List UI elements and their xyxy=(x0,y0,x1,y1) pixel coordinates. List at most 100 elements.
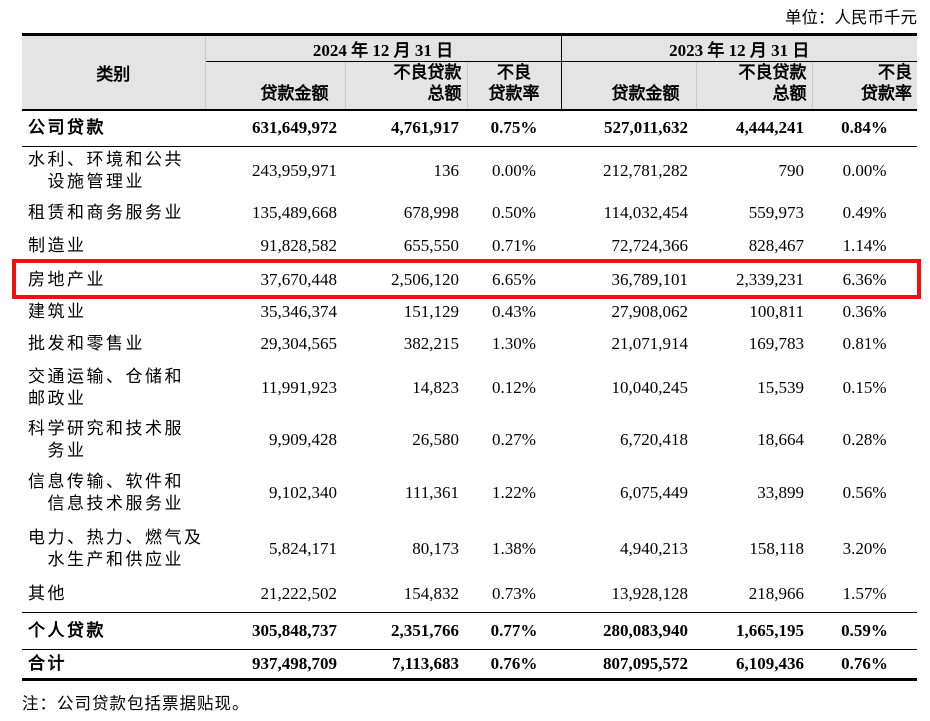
group-header-2024: 2024 年 12 月 31 日 xyxy=(205,34,562,62)
value-cell: 382,215 xyxy=(403,334,459,353)
value-cell: 158,118 xyxy=(749,539,805,558)
category-cell: 建筑业 xyxy=(28,302,87,321)
group-header-2023: 2023 年 12 月 31 日 xyxy=(560,34,918,62)
value-cell: 72,724,366 xyxy=(611,236,689,255)
value-cell: 212,781,282 xyxy=(603,161,689,181)
table-row: 交通运输、仓储和 邮政业 11,991,923 14,823 0.12% 10,040,… xyxy=(22,360,917,415)
value-cell: 2,339,231 xyxy=(736,269,805,289)
table-row: 信息传输、软件和 信息技术服务业 9,102,340 111,361 1.22% 6,0… xyxy=(22,465,917,521)
category-cell: 制造业 xyxy=(28,236,87,255)
value-cell: 11,991,923 xyxy=(261,377,337,397)
value-cell: 0.73% xyxy=(492,584,536,604)
value-cell: 280,083,940 xyxy=(603,620,689,640)
value-cell: 0.71% xyxy=(492,236,536,255)
value-cell: 3.20% xyxy=(842,539,887,558)
value-cell: 6,075,449 xyxy=(620,483,689,502)
table-row: 合计 937,498,709 7,113,683 0.76% 807,095,572 6,… xyxy=(22,649,918,679)
category-cell: 个人贷款 xyxy=(28,620,106,640)
value-cell: 0.36% xyxy=(842,302,887,321)
value-cell: 36,789,101 xyxy=(611,269,689,289)
table-row: 水利、环境和公共 设施管理业 243,959,971 136 0.00% 212,781… xyxy=(22,146,917,196)
value-cell: 13,928,128 xyxy=(611,584,689,604)
footnote: 注：公司贷款包括票据贴现。 xyxy=(22,693,250,713)
header-npl-rate-2024: 不良 贷款率 xyxy=(466,61,562,110)
value-cell: 15,539 xyxy=(757,377,805,397)
value-cell: 0.59% xyxy=(841,620,888,640)
value-cell: 4,444,241 xyxy=(736,118,805,138)
value-cell: 2,351,766 xyxy=(391,620,459,640)
category-cell: 合计 xyxy=(28,653,67,673)
value-cell: 26,580 xyxy=(412,430,459,449)
value-cell: 305,848,737 xyxy=(252,620,337,640)
loan-table: 类别 2024 年 12 月 31 日 2023 年 12 月 31 日 贷款金… xyxy=(22,33,918,681)
value-cell: 29,304,565 xyxy=(260,334,338,353)
table-row: 建筑业 35,346,374 151,129 0.43% 27,908,062 100,8… xyxy=(22,296,917,328)
value-cell: 35,346,374 xyxy=(260,302,338,321)
value-cell: 678,998 xyxy=(403,202,459,222)
value-cell: 0.75% xyxy=(490,118,538,138)
value-cell: 0.50% xyxy=(492,202,536,222)
value-cell: 0.00% xyxy=(492,161,536,181)
value-cell: 33,899 xyxy=(757,483,805,502)
value-cell: 218,966 xyxy=(748,584,805,604)
value-cell: 7,113,683 xyxy=(391,653,459,673)
value-cell: 9,102,340 xyxy=(269,483,337,502)
category-cell: 租赁和商务服务业 xyxy=(28,202,184,222)
value-cell: 136 xyxy=(433,161,460,181)
table-row: 电力、热力、燃气及 水生产和供应业 5,824,171 80,173 1.38% 4,9… xyxy=(22,521,917,577)
table-body: 公司贷款 631,649,972 4,761,917 0.75% 527,011,632… xyxy=(22,110,918,679)
header-loan-amount-2023: 贷款金额 xyxy=(560,61,697,110)
header-npl-rate-2023: 不良 贷款率 xyxy=(811,61,918,110)
value-cell: 0.76% xyxy=(841,653,888,673)
value-cell: 243,959,971 xyxy=(252,161,337,181)
value-cell: 631,649,972 xyxy=(252,118,337,138)
value-cell: 111,361 xyxy=(405,483,459,502)
value-cell: 27,908,062 xyxy=(611,302,689,321)
value-cell: 1.14% xyxy=(842,236,887,255)
table-row: 个人贷款 305,848,737 2,351,766 0.77% 280,083,940… xyxy=(22,612,918,649)
value-cell: 0.43% xyxy=(492,302,536,321)
category-cell: 房地产业 xyxy=(28,269,106,289)
value-cell: 2,506,120 xyxy=(391,269,459,289)
table-header: 类别 2024 年 12 月 31 日 2023 年 12 月 31 日 贷款金… xyxy=(22,34,918,110)
header-sub-row: 贷款金额 不良贷款 总额 不良 贷款率 贷款金额 不良贷款 总额 不良 贷款率 xyxy=(22,61,918,110)
value-cell: 10,040,245 xyxy=(611,377,689,397)
table-row: 其他 21,222,502 154,832 0.73% 13,928,128 218,96… xyxy=(22,577,917,612)
value-cell: 655,550 xyxy=(403,236,459,255)
value-cell: 0.00% xyxy=(842,161,887,181)
value-cell: 114,032,454 xyxy=(603,202,689,222)
value-cell: 91,828,582 xyxy=(260,236,338,255)
value-cell: 21,222,502 xyxy=(260,584,338,604)
value-cell: 1.38% xyxy=(492,539,536,558)
category-cell: 信息传输、软件和 信息技术服务业 xyxy=(28,472,184,513)
value-cell: 0.12% xyxy=(492,377,536,397)
value-cell: 0.15% xyxy=(842,377,887,397)
value-cell: 828,467 xyxy=(748,236,805,255)
header-npl-total-2023: 不良贷款 总额 xyxy=(695,61,813,110)
value-cell: 0.28% xyxy=(842,430,887,449)
category-cell: 其他 xyxy=(28,584,67,604)
table-row: 公司贷款 631,649,972 4,761,917 0.75% 527,011,632… xyxy=(22,110,918,146)
header-npl-total-2024: 不良贷款 总额 xyxy=(344,61,467,110)
value-cell: 0.77% xyxy=(490,620,538,640)
table-row: 房地产业 37,670,448 2,506,120 6.65% 36,789,101 2,… xyxy=(22,263,917,296)
table-row: 科学研究和技术服 务业 9,909,428 26,580 0.27% 6,720,418… xyxy=(22,415,917,465)
value-cell: 559,973 xyxy=(748,202,805,222)
value-cell: 4,761,917 xyxy=(391,118,459,138)
value-cell: 6.65% xyxy=(492,269,536,289)
value-cell: 135,489,668 xyxy=(252,202,337,222)
header-group-row: 类别 2024 年 12 月 31 日 2023 年 12 月 31 日 xyxy=(22,34,918,110)
category-cell: 水利、环境和公共 设施管理业 xyxy=(28,150,184,192)
category-cell: 交通运输、仓储和 邮政业 xyxy=(28,366,184,408)
value-cell: 169,783 xyxy=(748,334,805,353)
value-cell: 937,498,709 xyxy=(252,653,337,673)
unit-label: 单位：人民币千元 xyxy=(785,8,917,27)
category-cell: 公司贷款 xyxy=(28,118,106,138)
category-cell: 电力、热力、燃气及 水生产和供应业 xyxy=(28,528,204,569)
value-cell: 1.22% xyxy=(492,483,536,502)
value-cell: 4,940,213 xyxy=(620,539,689,558)
value-cell: 807,095,572 xyxy=(603,653,689,673)
value-cell: 6,109,436 xyxy=(736,653,805,673)
value-cell: 154,832 xyxy=(403,584,459,604)
